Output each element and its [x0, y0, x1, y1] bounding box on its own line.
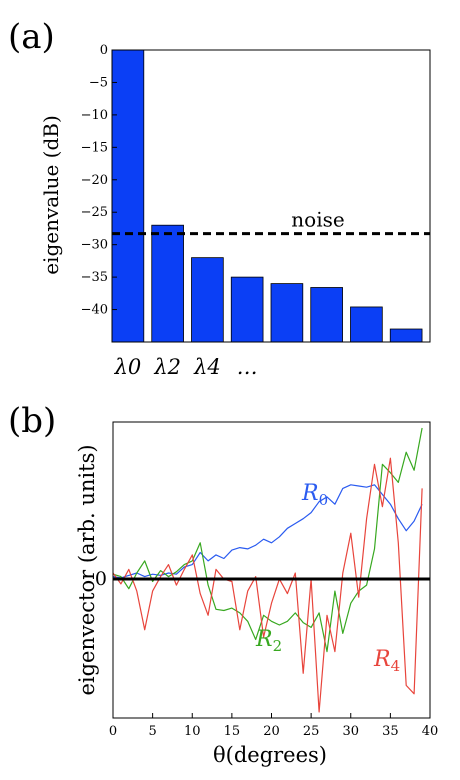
eigenvalue-bar — [389, 328, 423, 343]
eigenvalue-bar — [350, 306, 383, 343]
panel-a-xticks: λ0 λ2 λ4 … — [114, 355, 258, 379]
y-tick-label: −10 — [81, 108, 108, 123]
x-tick-label: λ2 — [153, 355, 181, 379]
y-tick-label: 0 — [95, 568, 107, 590]
x-tick-label: λ0 — [114, 355, 142, 379]
y-tick-label: 0 — [100, 43, 108, 58]
x-tick-label: 25 — [303, 724, 320, 739]
eigenvalue-bar — [191, 257, 224, 343]
panel-a: (a) eigenvalue (dB) 0 −5 −10 −15 −20 −25 −30 −3… — [8, 17, 431, 379]
x-tick-label: 0 — [109, 724, 117, 739]
eigenvalue-bar — [111, 49, 145, 343]
x-tick-label: 35 — [382, 724, 399, 739]
panel-b-series-labels: R0 R2 R4 — [255, 481, 400, 675]
x-tick-label: 40 — [422, 724, 439, 739]
panel-b-xlabel: θ(degrees) — [213, 743, 327, 767]
panel-b: (b) eigenvector (arb. units) θ(degrees) … — [8, 401, 438, 767]
panel-b-xticks: 0 5 10 15 20 25 30 35 40 — [109, 713, 438, 739]
panel-b-yticks: 0 — [95, 568, 107, 590]
y-tick-label: −30 — [81, 238, 108, 253]
panel-b-series — [112, 427, 423, 713]
x-tick-label: λ4 — [193, 355, 221, 379]
eigenvalue-bar — [230, 276, 264, 343]
y-tick-label: −40 — [81, 303, 108, 318]
x-tick-label: 10 — [184, 724, 201, 739]
y-tick-label: −35 — [81, 270, 108, 285]
panel-a-label: (a) — [8, 17, 55, 57]
eigenvalue-bar — [270, 283, 304, 343]
x-tick-label: 5 — [148, 724, 156, 739]
panel-b-frame — [112, 421, 431, 719]
panel-a-bars — [111, 49, 423, 343]
panel-a-frame — [111, 49, 431, 343]
y-tick-label: −25 — [81, 205, 108, 220]
y-tick-label: −5 — [89, 75, 108, 90]
series-label-r0: R0 — [301, 481, 328, 509]
x-tick-label: … — [237, 355, 258, 379]
panel-a-yticks: 0 −5 −10 −15 −20 −25 −30 −35 −40 — [81, 43, 117, 318]
eigenvalue-bar — [310, 287, 343, 343]
x-tick-label: 15 — [224, 724, 241, 739]
series-label-r4: R4 — [373, 647, 400, 675]
panel-a-ylabel: eigenvalue (dB) — [39, 115, 63, 275]
y-tick-label: −15 — [81, 140, 108, 155]
eigenvalue-bar — [151, 224, 184, 343]
panel-b-ylabel: eigenvector (arb. units) — [75, 444, 99, 695]
noise-label: noise — [291, 208, 344, 232]
y-tick-label: −20 — [81, 173, 108, 188]
panel-b-label: (b) — [8, 401, 56, 441]
x-tick-label: 30 — [342, 724, 359, 739]
x-tick-label: 20 — [263, 724, 280, 739]
series-line-r4 — [112, 457, 423, 713]
series-label-r2: R2 — [255, 627, 282, 655]
